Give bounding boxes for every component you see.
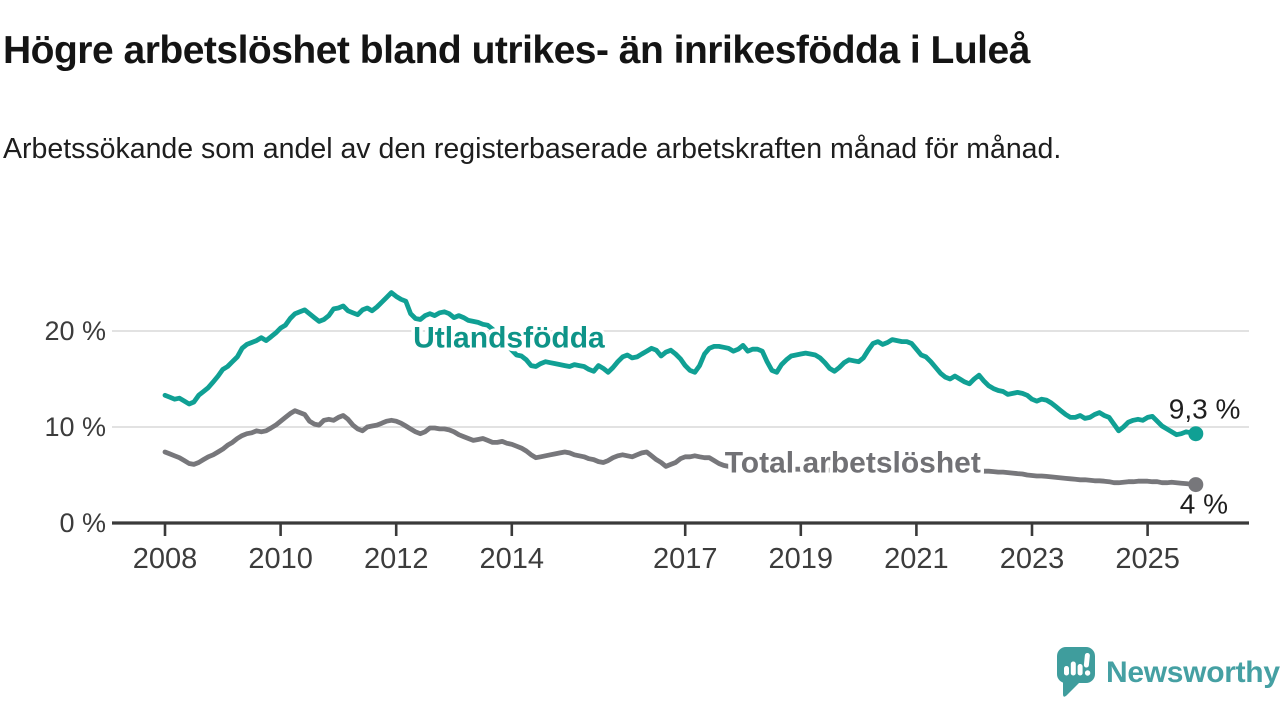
newsworthy-wordmark: Newsworthy	[1106, 655, 1280, 689]
x-tick-label: 2014	[480, 543, 545, 575]
series-label-utlandsfodda: Utlandsfödda	[413, 322, 605, 355]
x-tick-label: 2025	[1115, 543, 1180, 575]
y-tick-label: 0 %	[59, 508, 106, 538]
x-tick-label: 2019	[769, 543, 834, 575]
x-tick-label: 2008	[133, 543, 198, 575]
end-value-label-utlandsfodda: 9,3 %	[1169, 394, 1241, 425]
x-tick-label: 2017	[653, 543, 718, 575]
page-subtitle: Arbetssökande som andel av den registerb…	[3, 133, 1062, 165]
x-tick-label: 2023	[1000, 543, 1065, 575]
end-dot-utlandsfodda	[1188, 426, 1204, 442]
y-tick-label: 10 %	[44, 412, 106, 442]
newsworthy-logo: Newsworthy	[1056, 646, 1280, 699]
y-tick-label: 20 %	[44, 316, 106, 346]
end-value-label-total: 4 %	[1180, 489, 1228, 520]
page-title: Högre arbetslöshet bland utrikes- än inr…	[3, 29, 1030, 72]
x-tick-label: 2021	[884, 543, 949, 575]
line-total	[162, 408, 1199, 488]
line-utlandsfodda	[162, 290, 1199, 438]
x-tick-label: 2010	[248, 543, 313, 575]
newsworthy-logo-icon	[1056, 647, 1095, 697]
end-dot-total	[1188, 477, 1204, 493]
series-label-total: Total arbetslöshet	[725, 447, 981, 480]
x-tick-label: 2012	[364, 543, 429, 575]
